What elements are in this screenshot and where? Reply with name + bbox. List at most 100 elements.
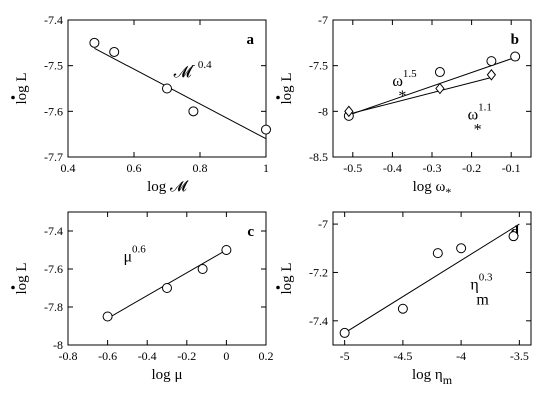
y-tick-label: -7.4 bbox=[44, 13, 63, 27]
x-axis-label-symbol: 𝓜 bbox=[170, 179, 189, 195]
fit-line bbox=[348, 77, 492, 115]
annotation-subscript: * bbox=[474, 122, 482, 139]
exponent-annotation: ω1.5 bbox=[392, 68, 417, 90]
fit-line bbox=[94, 47, 267, 140]
x-tick-label: 0.2 bbox=[259, 349, 274, 363]
panel-letter: b bbox=[511, 32, 519, 48]
plot-frame bbox=[332, 19, 532, 158]
annotation-base: ω bbox=[468, 107, 479, 124]
panel-letter: a bbox=[247, 32, 255, 48]
panel-b: -0.5 -0.4 -0.3 -0.2 -0.1 -7 -7.5 -8 -8.5 log L log… bbox=[276, 13, 532, 199]
data-point-diamond bbox=[344, 105, 354, 118]
annotation-base: 𝓜 bbox=[174, 64, 194, 81]
annotation-base: μ bbox=[123, 248, 132, 265]
x-tick-label: -0.8 bbox=[59, 349, 78, 363]
x-tick-label: -0.2 bbox=[177, 349, 196, 363]
panel-letter: c bbox=[247, 224, 254, 240]
y-tick-label: -7.2 bbox=[309, 265, 328, 279]
data-point-diamond bbox=[435, 82, 445, 95]
y-tick-label: -8.5 bbox=[309, 150, 328, 164]
x-axis-label: log μ bbox=[152, 367, 183, 383]
x-tick-label: -0.5 bbox=[343, 161, 362, 175]
annotation-exponent: 0.3 bbox=[479, 271, 493, 283]
y-label-dot bbox=[11, 285, 15, 290]
data-point-circle bbox=[508, 231, 519, 242]
x-tick-label: -5 bbox=[340, 349, 350, 363]
y-axis-label: log L bbox=[14, 72, 30, 104]
y-tick-label: -7.4 bbox=[309, 314, 328, 328]
data-point-circle bbox=[221, 245, 232, 255]
fit-line bbox=[348, 56, 516, 116]
data-point-circle bbox=[162, 83, 172, 94]
exponent-annotation: 𝓜- 0.4 bbox=[174, 59, 213, 81]
y-axis-label: log L bbox=[279, 262, 295, 294]
y-tick-label: -8 bbox=[53, 338, 63, 352]
data-point-circle bbox=[261, 124, 271, 135]
x-axis-label-subscript: * bbox=[445, 185, 451, 199]
plot-frame bbox=[67, 211, 267, 346]
y-tick-label: -7.4 bbox=[44, 224, 63, 238]
plot-frame bbox=[67, 19, 267, 158]
data-point-circle bbox=[339, 327, 350, 338]
data-point-circle bbox=[89, 37, 100, 48]
x-tick-label: 1 bbox=[263, 161, 269, 175]
x-axis-label-symbol: μ bbox=[174, 367, 182, 383]
y-label-dot bbox=[11, 95, 15, 100]
annotation-base: ω bbox=[392, 73, 403, 90]
data-point-circle bbox=[456, 243, 467, 254]
panel-c: -0.8 -0.6 -0.4 -0.2 0 0.2 -7.4 -7.6 -7.8 -8 log L l… bbox=[11, 211, 274, 383]
x-tick-label: -4 bbox=[456, 349, 466, 363]
x-axis-label: log ηm bbox=[412, 367, 453, 387]
y-tick-label: -8 bbox=[318, 104, 328, 118]
x-axis-label-prefix: log bbox=[152, 367, 175, 383]
data-point-circle bbox=[510, 51, 521, 62]
annotation-subscript: * bbox=[398, 88, 406, 105]
y-axis-label: log L bbox=[279, 72, 295, 104]
y-label-dot bbox=[276, 285, 280, 290]
annotation-exponent: - 0.4 bbox=[192, 59, 213, 71]
data-point-circle bbox=[162, 283, 172, 293]
data-point-circle bbox=[197, 264, 208, 274]
x-tick-label: -0.3 bbox=[423, 161, 442, 175]
x-tick-label: -0.2 bbox=[462, 161, 481, 175]
x-tick-label: -0.6 bbox=[98, 349, 117, 363]
y-tick-label: -7 bbox=[318, 217, 328, 231]
data-point-circle bbox=[397, 303, 408, 314]
y-axis-label: log L bbox=[14, 262, 30, 294]
y-tick-label: -7.8 bbox=[44, 300, 63, 314]
x-tick-label: 0.6 bbox=[127, 161, 142, 175]
y-label-dot bbox=[276, 95, 280, 100]
annotation-subscript: m bbox=[476, 291, 489, 308]
data-point-circle bbox=[188, 106, 199, 117]
annotation-base: η bbox=[470, 276, 478, 293]
x-axis-label: log ω* bbox=[413, 179, 452, 199]
x-tick-label: 0.4 bbox=[61, 161, 76, 175]
data-point-circle bbox=[109, 46, 120, 57]
data-point-circle bbox=[102, 311, 113, 322]
exponent-annotation: ω1.1 bbox=[468, 102, 492, 124]
x-tick-label: 0 bbox=[223, 349, 229, 363]
x-tick-label: 0.8 bbox=[193, 161, 208, 175]
x-tick-label: -0.4 bbox=[138, 349, 157, 363]
x-axis-label-prefix: log bbox=[147, 179, 170, 195]
data-point-circle bbox=[486, 56, 497, 67]
x-tick-label: -0.4 bbox=[383, 161, 402, 175]
x-axis-label-subscript: m bbox=[443, 373, 453, 387]
x-tick-label: -0.1 bbox=[502, 161, 521, 175]
x-axis-label: log 𝓜 bbox=[147, 179, 189, 195]
y-tick-label: -7 bbox=[318, 13, 328, 27]
exponent-annotation: μ0.6 bbox=[123, 243, 146, 265]
y-tick-label: -7.7 bbox=[44, 150, 63, 164]
plot-frame bbox=[332, 211, 532, 346]
y-tick-label: -7.5 bbox=[44, 59, 63, 73]
y-tick-label: -7.6 bbox=[44, 104, 63, 118]
annotation-exponent: 1.1 bbox=[478, 102, 492, 114]
annotation-exponent: 1.5 bbox=[403, 68, 417, 80]
x-axis-label-symbol: η bbox=[435, 367, 443, 383]
x-axis-label-prefix: log bbox=[413, 179, 436, 195]
y-tick-label: -7.6 bbox=[44, 262, 63, 276]
x-axis-label-symbol: ω bbox=[436, 179, 446, 195]
